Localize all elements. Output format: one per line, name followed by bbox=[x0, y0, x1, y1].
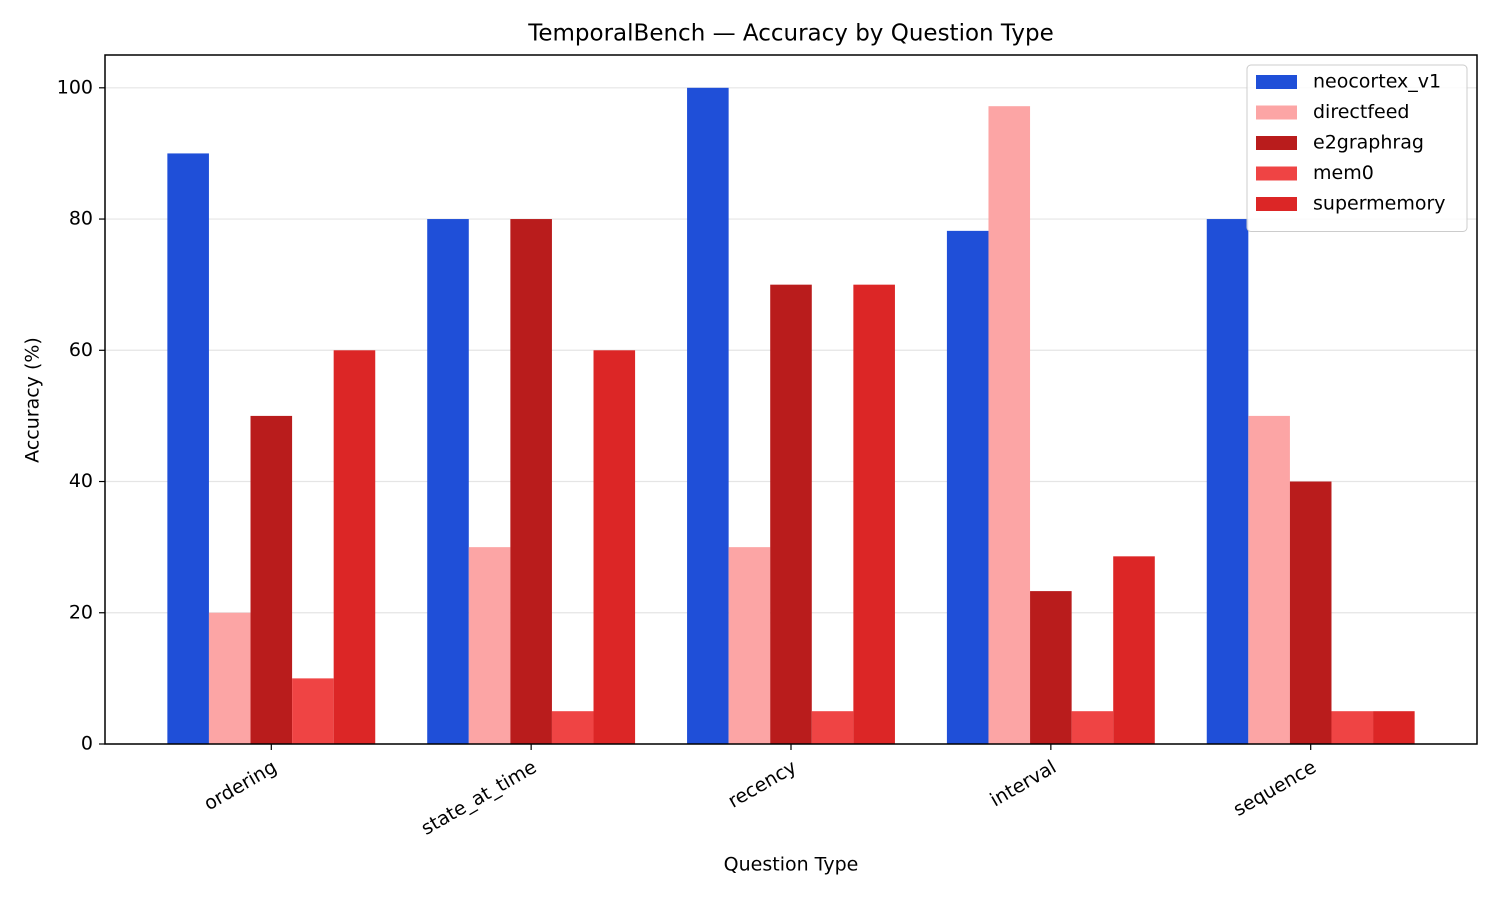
y-tick-label: 40 bbox=[69, 470, 93, 492]
bar bbox=[593, 350, 636, 744]
legend-label: neocortex_v1 bbox=[1313, 71, 1441, 93]
bar bbox=[292, 678, 334, 744]
bar bbox=[1030, 591, 1072, 744]
legend-swatch bbox=[1256, 136, 1297, 150]
y-tick-label: 100 bbox=[57, 76, 93, 98]
y-tick-label: 0 bbox=[81, 733, 93, 755]
bar bbox=[1248, 415, 1290, 744]
legend-box bbox=[1246, 64, 1468, 232]
bar bbox=[167, 153, 209, 744]
legend-label: directfeed bbox=[1313, 101, 1409, 123]
y-axis-label: Accuracy (%) bbox=[22, 337, 44, 463]
bar bbox=[811, 711, 854, 744]
legend-label: mem0 bbox=[1313, 162, 1374, 184]
legend-label: e2graphrag bbox=[1313, 132, 1424, 154]
legend-label: supermemory bbox=[1313, 193, 1446, 215]
legend-swatch bbox=[1256, 197, 1297, 211]
y-tick-label: 20 bbox=[69, 601, 93, 623]
bar bbox=[853, 284, 895, 744]
bar bbox=[510, 219, 552, 745]
bar bbox=[946, 230, 989, 744]
legend-swatch bbox=[1256, 75, 1297, 89]
bar bbox=[468, 547, 511, 744]
bar bbox=[208, 612, 251, 744]
x-axis-label: Question Type bbox=[724, 854, 859, 876]
bar bbox=[250, 415, 293, 744]
legend-swatch bbox=[1256, 166, 1297, 181]
bar bbox=[728, 547, 771, 744]
y-tick-label: 60 bbox=[69, 339, 93, 361]
bar bbox=[1206, 219, 1249, 745]
legend-swatch bbox=[1256, 105, 1297, 120]
bar bbox=[1373, 711, 1415, 744]
axes-frame bbox=[104, 54, 1478, 745]
bar bbox=[551, 711, 594, 744]
bar bbox=[1071, 711, 1114, 744]
bar bbox=[770, 284, 812, 744]
bar bbox=[1331, 711, 1374, 744]
bar bbox=[333, 350, 376, 744]
chart-title: TemporalBench — Accuracy by Question Typ… bbox=[527, 21, 1054, 47]
bar bbox=[687, 87, 729, 745]
bar bbox=[1289, 481, 1332, 744]
bar bbox=[427, 219, 469, 745]
bar bbox=[1113, 556, 1155, 744]
y-tick-label: 80 bbox=[69, 208, 93, 230]
bar bbox=[988, 106, 1031, 744]
